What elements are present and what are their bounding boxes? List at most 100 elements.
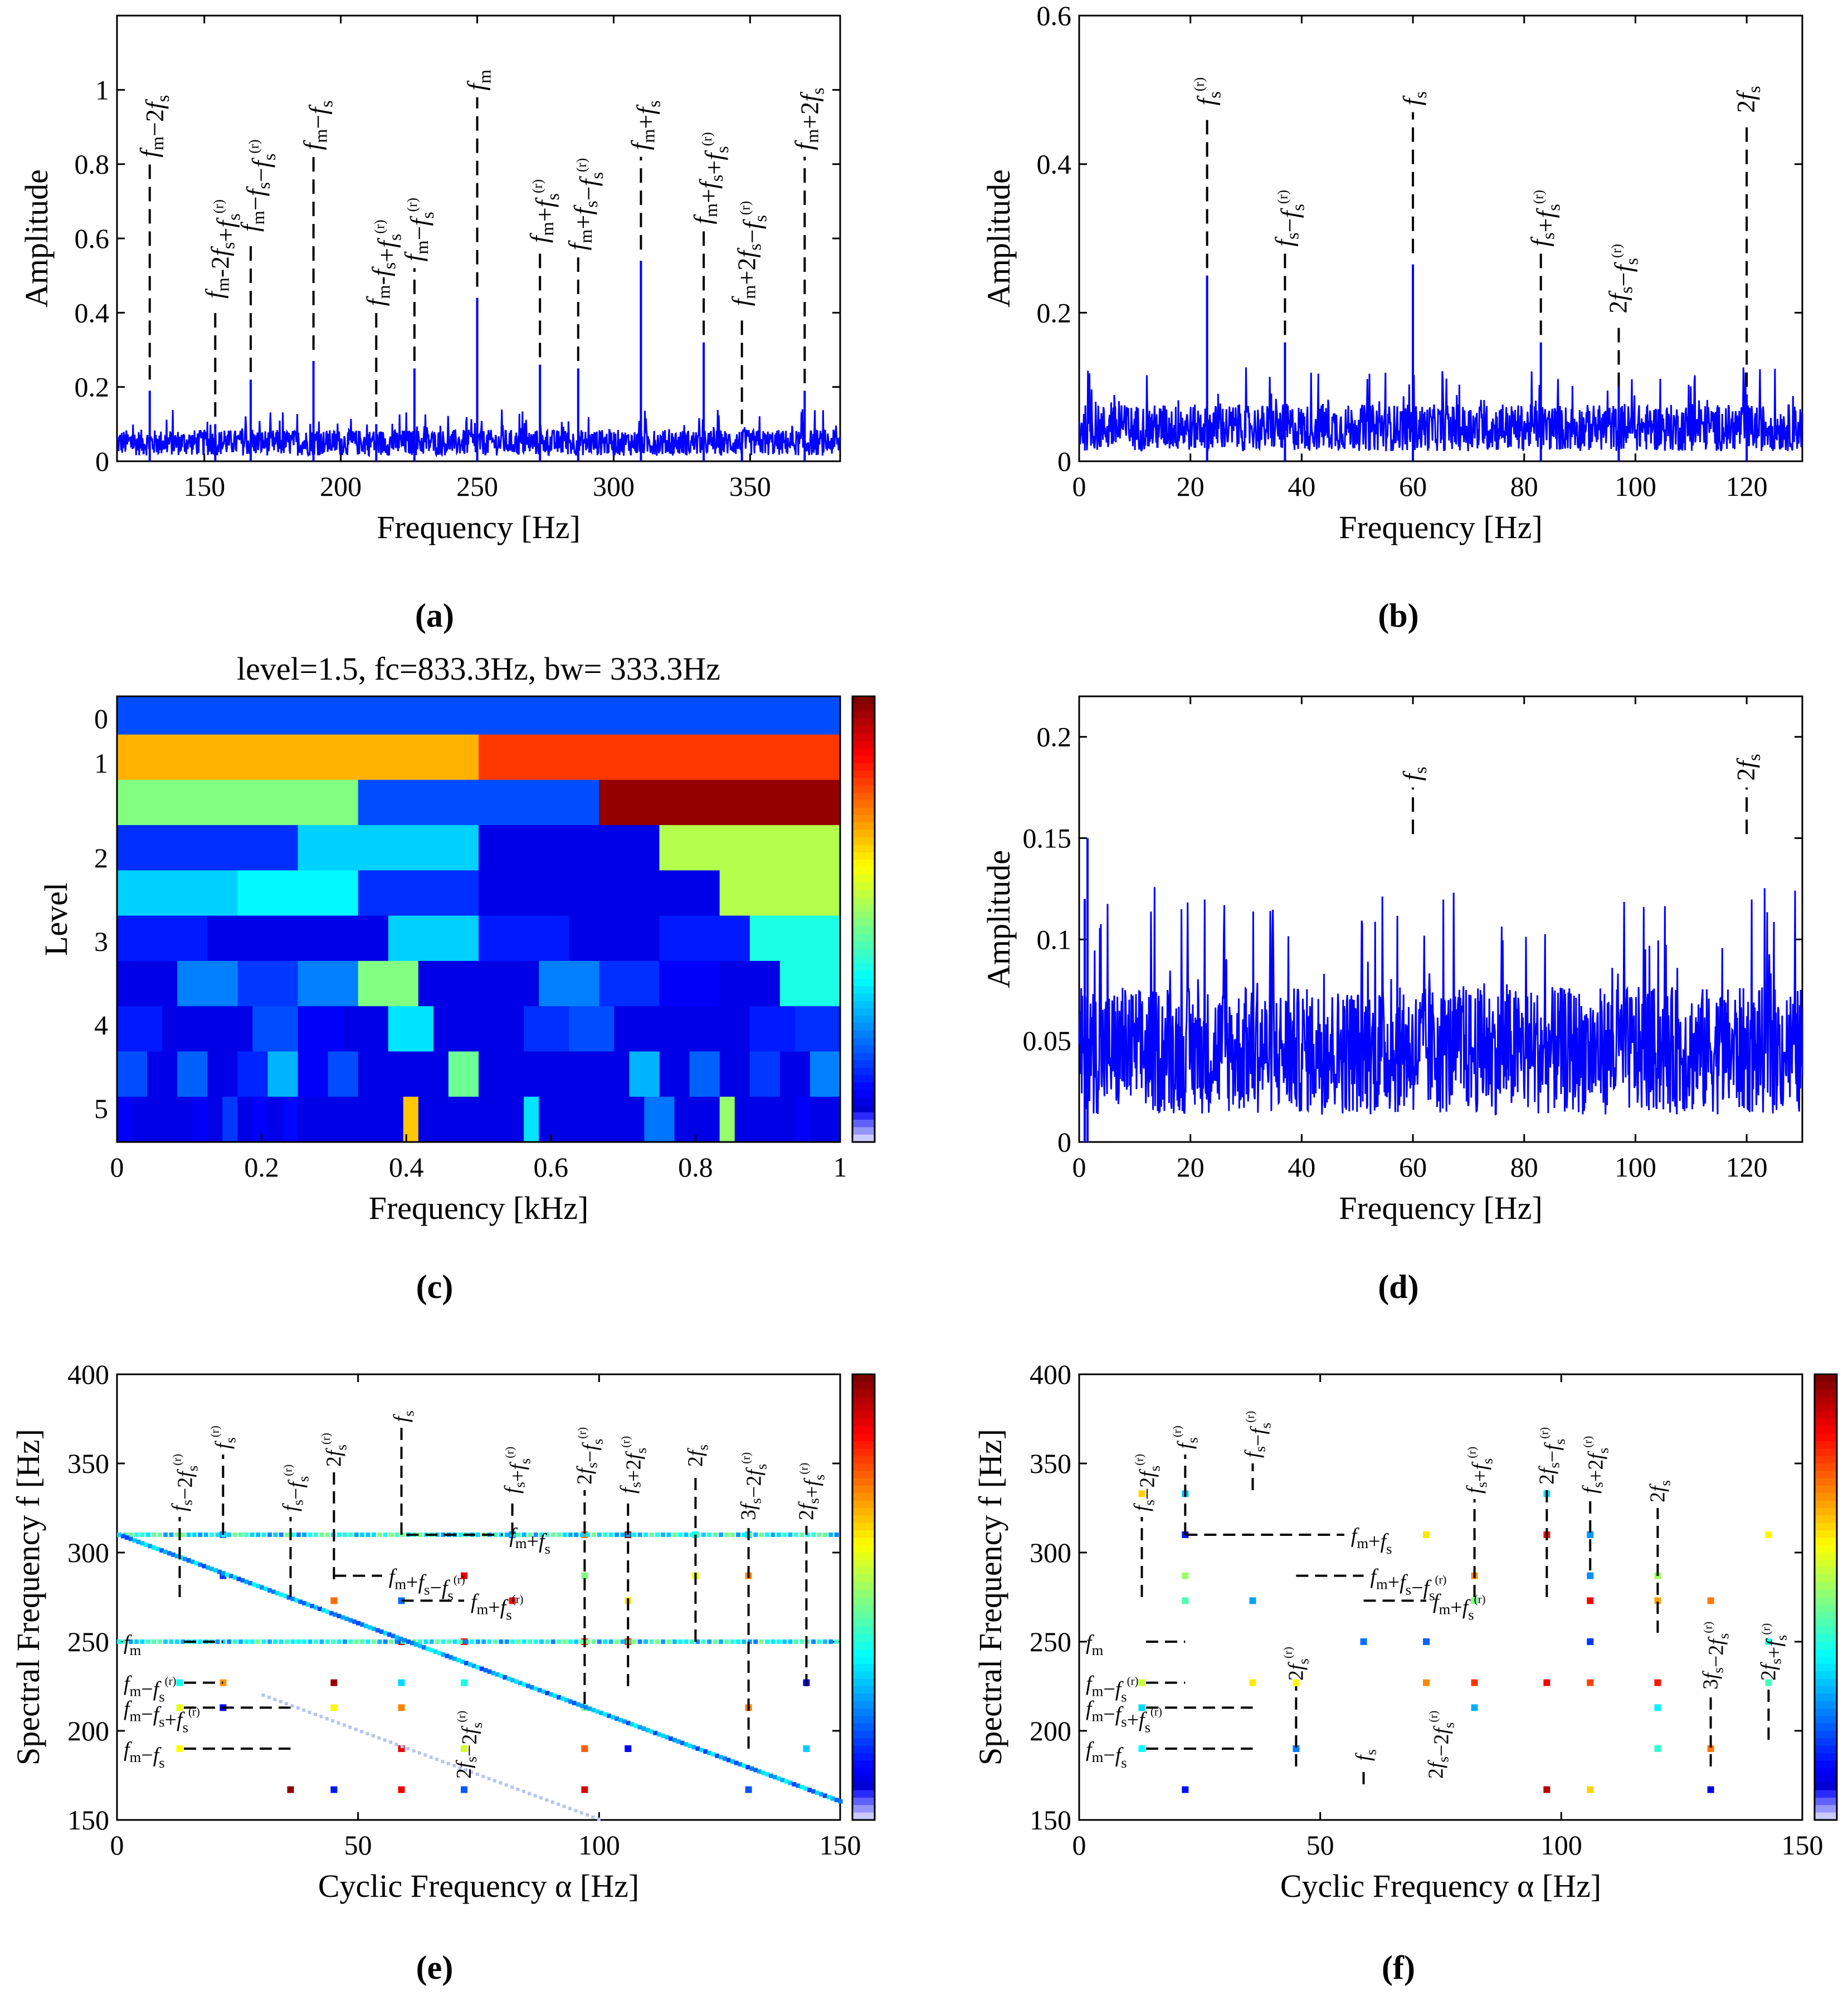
band-point xyxy=(371,1533,376,1537)
diagonal-point xyxy=(371,1734,375,1738)
band-point xyxy=(822,1533,827,1537)
heatmap-cell xyxy=(388,1006,434,1052)
band-point xyxy=(701,1533,706,1537)
diagonal-point xyxy=(148,1544,153,1549)
heatmap-cell xyxy=(659,1096,675,1143)
diagonal-point xyxy=(128,1536,133,1541)
cyclic-point xyxy=(581,1572,588,1579)
band-point xyxy=(817,1533,822,1537)
diagonal-point xyxy=(641,1726,646,1731)
diagonal-point xyxy=(406,1747,410,1750)
colorbar-segment xyxy=(852,1008,875,1017)
diagonal-point xyxy=(703,1749,708,1754)
heatmap-cell xyxy=(569,1006,615,1052)
colorbar-segment xyxy=(852,845,875,853)
x-tick-label: 150 xyxy=(1782,1829,1823,1861)
colorbar-segment xyxy=(852,1515,875,1524)
x-tick-label: 120 xyxy=(1726,1151,1768,1183)
band-point xyxy=(661,1533,666,1537)
colorbar-segment xyxy=(852,800,875,808)
band-point xyxy=(128,1533,133,1537)
colorbar-segment xyxy=(852,926,875,935)
cyclic-point xyxy=(1182,1572,1189,1579)
heatmap-cell xyxy=(343,1096,359,1143)
x-axis-label: Frequency [kHz] xyxy=(369,1190,589,1226)
annotation-label: fm+fs(r) xyxy=(525,179,563,243)
diagonal-point xyxy=(445,1653,450,1658)
diagonal-point xyxy=(738,1762,743,1767)
heatmap-cell xyxy=(388,1051,419,1097)
heatmap-cell xyxy=(358,1096,374,1143)
diagonal-point xyxy=(514,1679,519,1684)
diagonal-point xyxy=(460,1659,465,1664)
cyclic-point xyxy=(176,1745,183,1752)
diagonal-point xyxy=(579,1811,583,1815)
plot-frame xyxy=(1078,695,1803,1143)
diagonal-point xyxy=(221,1571,226,1576)
diagonal-point xyxy=(228,1574,233,1579)
annotation-label: fs xyxy=(1352,1749,1379,1761)
colorbar-segment xyxy=(1815,1389,1837,1397)
heatmap-cell xyxy=(569,1096,585,1143)
colorbar-segment xyxy=(852,1686,875,1695)
heatmap-cell xyxy=(358,1051,389,1097)
band-point xyxy=(354,1639,359,1644)
diagonal-point xyxy=(722,1756,727,1761)
diagonal-point xyxy=(615,1716,620,1721)
diagonal-point xyxy=(691,1745,696,1750)
heatmap-cell xyxy=(614,1006,660,1052)
annotation-label: fm−fs+fs(r) xyxy=(1086,1697,1162,1735)
band-point xyxy=(718,1639,723,1644)
diagonal-point xyxy=(597,1817,601,1821)
band-point xyxy=(718,1533,723,1537)
diagonal-point xyxy=(400,1745,404,1749)
diagonal-point xyxy=(550,1800,554,1804)
heatmap-cell xyxy=(388,915,479,962)
colorbar-segment xyxy=(1815,1768,1837,1776)
diagonal-point xyxy=(834,1798,839,1803)
colorbar-segment xyxy=(852,1000,875,1009)
diagonal-point xyxy=(499,1781,503,1785)
cyclic-point xyxy=(581,1745,588,1752)
band-point xyxy=(221,1639,226,1644)
band-point xyxy=(742,1639,747,1644)
colorbar-segment xyxy=(1815,1649,1837,1657)
annotation-label: 3fs−2fs(r) xyxy=(737,1452,770,1520)
diagonal-point xyxy=(815,1790,820,1795)
diagonal-point xyxy=(244,1579,249,1584)
diagonal-point xyxy=(699,1748,704,1753)
heatmap-cell xyxy=(207,1096,223,1143)
diagonal-point xyxy=(337,1613,342,1618)
annotation-label: 2fs xyxy=(1732,86,1764,113)
x-axis-label: Cyclic Frequency α [Hz] xyxy=(318,1868,639,1904)
colorbar-segment xyxy=(852,1538,875,1546)
colorbar-segment xyxy=(1815,1753,1837,1761)
panel-e: 0 50 100 150 150 200 250 300 350 400 Cyclic Freque… xyxy=(10,1359,876,1986)
colorbar-segment xyxy=(852,1790,875,1798)
colorbar-segment xyxy=(852,1134,875,1143)
annotation-label: 2fs+fs(r) xyxy=(1757,1623,1790,1681)
diagonal-point xyxy=(124,1535,129,1540)
diagonal-point xyxy=(452,1656,457,1661)
colorbar-segment xyxy=(852,1090,875,1098)
spectrum-line xyxy=(1078,367,1803,452)
colorbar-segment xyxy=(852,986,875,994)
diagonal-point xyxy=(389,1740,393,1744)
diagonal-point xyxy=(537,1688,542,1693)
colorbar-segment xyxy=(852,1404,875,1412)
colorbar-segment xyxy=(852,1112,875,1120)
cyclic-point xyxy=(176,1704,183,1711)
diagonal-point xyxy=(603,1712,608,1717)
y-tick-label: 0 xyxy=(1057,1126,1071,1158)
band-point xyxy=(296,1639,301,1644)
band-point xyxy=(678,1533,683,1537)
diagonal-point xyxy=(630,1722,635,1727)
colorbar xyxy=(851,1373,876,1821)
band-point xyxy=(516,1533,521,1537)
cyclic-point xyxy=(1249,1597,1256,1604)
diagonal-point xyxy=(757,1769,762,1774)
colorbar-segment xyxy=(852,1419,875,1427)
diagonal-point xyxy=(448,1655,454,1660)
band-point xyxy=(470,1639,475,1644)
annotation-label: fs−2fs(r) xyxy=(168,1454,201,1511)
